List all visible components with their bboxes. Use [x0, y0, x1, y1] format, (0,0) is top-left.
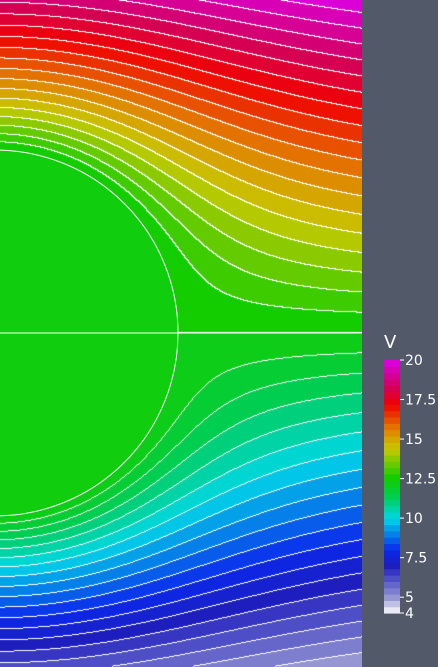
- colorbar-tick-label: 15: [405, 432, 423, 448]
- colorbar-cell: [384, 499, 400, 507]
- colorbar-cell: [384, 492, 400, 500]
- colorbar-cell: [384, 543, 400, 551]
- colorbar-cell: [384, 461, 400, 469]
- colorbar-cell: [384, 530, 400, 538]
- colorbar-cell: [384, 397, 400, 405]
- colorbar-cell: [384, 378, 400, 386]
- colorbar-cell: [384, 480, 400, 488]
- colorbar-cell: [384, 556, 400, 563]
- colorbar-cell: [384, 366, 400, 374]
- colorbar-tick-label: 4: [405, 606, 414, 622]
- colorbar-ticks: 45 7.5 10 12.5 15 17.5 20: [400, 353, 436, 622]
- colorbar-tick-label: 12.5: [405, 472, 436, 488]
- colorbar-cell: [384, 486, 400, 494]
- colorbar-cell: [384, 435, 400, 443]
- colorbar-tick-label: 20: [405, 353, 423, 369]
- colorbar-cell: [384, 575, 400, 582]
- colorbar-tick-label: 10: [405, 511, 423, 527]
- colorbar-cell: [384, 518, 400, 526]
- potential-field: [0, 0, 362, 667]
- colorbar-cell: [384, 606, 400, 614]
- colorbar-cell: [384, 385, 400, 393]
- colorbar-cell: [384, 454, 400, 462]
- colorbar-cell: [384, 467, 400, 475]
- colorbar-cell: [384, 372, 400, 380]
- colorbar-cell: [384, 360, 400, 367]
- colorbar-cell: [384, 568, 400, 576]
- colorbar-cell: [384, 524, 400, 532]
- colorbar-cell: [384, 549, 400, 557]
- colorbar-cell: [384, 448, 400, 456]
- colorbar-tick-label: 5: [405, 590, 414, 606]
- colorbar-cell: [384, 511, 400, 519]
- colorbar-cell: [384, 505, 400, 513]
- colorbar-cell: [384, 410, 400, 418]
- colorbar-cell: [384, 594, 400, 601]
- colorbar-cell: [384, 416, 400, 424]
- colorbar-cell: [384, 562, 400, 570]
- colorbar-tick-label: 7.5: [405, 551, 427, 567]
- colorbar-cell: [384, 587, 400, 595]
- colorbar: V 45 7.5 10 12.5 15 17.5 20: [384, 332, 436, 622]
- colorbar-cells: [384, 360, 400, 614]
- colorbar-cell: [384, 391, 400, 399]
- colorbar-cell: [384, 404, 400, 412]
- colorbar-cell: [384, 537, 400, 545]
- colorbar-cell: [384, 429, 400, 437]
- colorbar-cell: [384, 473, 400, 481]
- colorbar-cell: [384, 600, 400, 608]
- colorbar-cell: [384, 423, 400, 431]
- colorbar-title: V: [384, 332, 397, 353]
- colorbar-cell: [384, 581, 400, 589]
- colorbar-cell: [384, 442, 400, 450]
- colorbar-tick-label: 17.5: [405, 393, 436, 409]
